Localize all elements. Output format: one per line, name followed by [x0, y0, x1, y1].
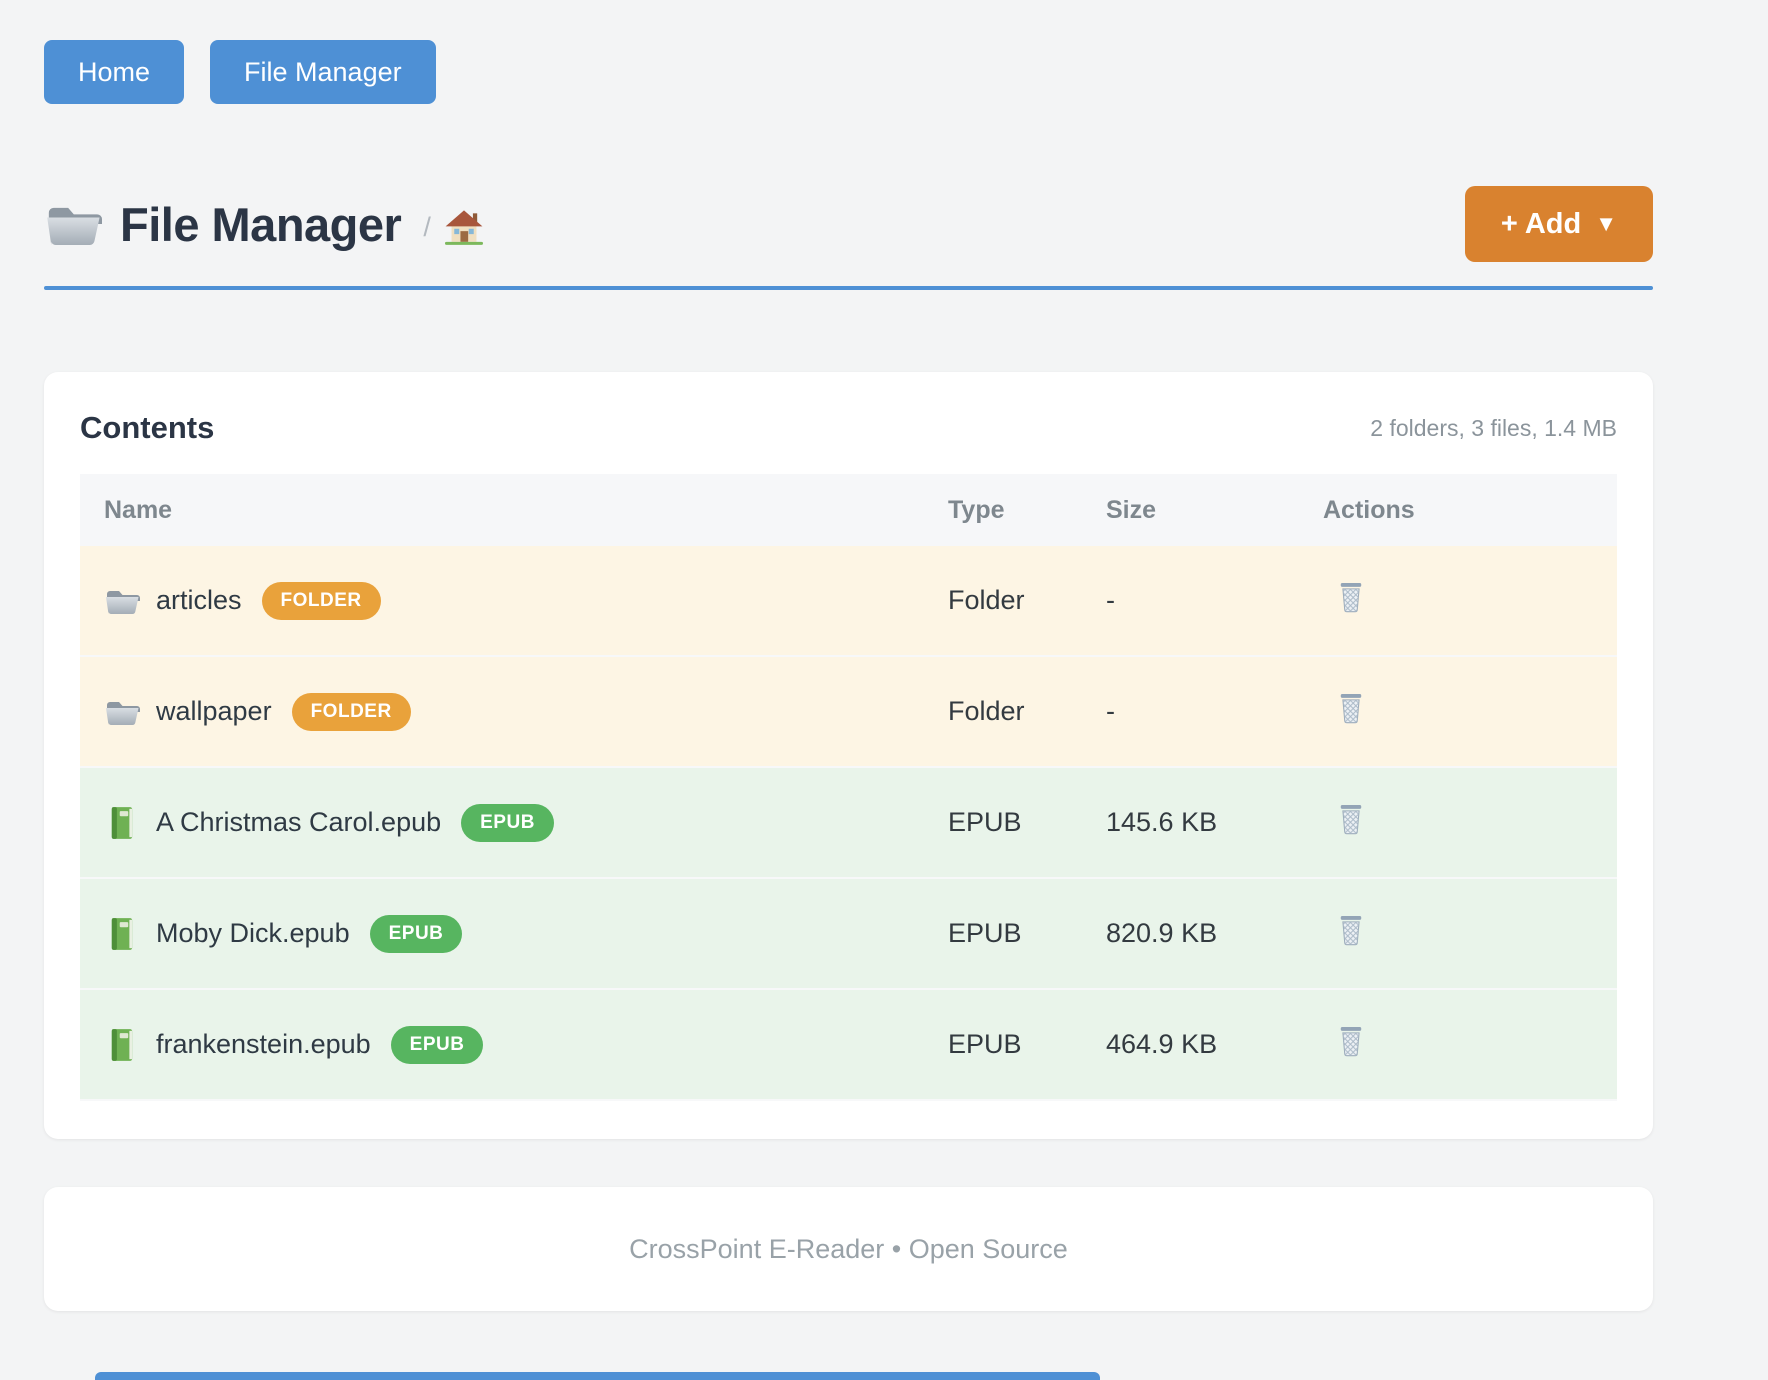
- column-header-actions: Actions: [1323, 495, 1415, 524]
- house-icon[interactable]: [444, 209, 483, 245]
- trash-icon: [1337, 803, 1365, 836]
- column-header-size: Size: [1106, 495, 1157, 524]
- trash-icon: [1337, 914, 1365, 947]
- file-table: Name Type Size Actions articles FOLDER Fol…: [80, 474, 1617, 1101]
- table-row[interactable]: Moby Dick.epub EPUB EPUB 820.9 KB: [80, 879, 1617, 990]
- type-badge: FOLDER: [261, 581, 381, 620]
- type-badge: FOLDER: [291, 692, 411, 731]
- trash-icon: [1337, 692, 1365, 725]
- file-size: -: [1106, 696, 1115, 726]
- file-name: articles: [156, 585, 242, 615]
- add-button[interactable]: + Add ▼: [1464, 186, 1653, 262]
- column-header-type: Type: [948, 495, 1005, 524]
- green-book-icon: [104, 917, 140, 951]
- header-divider: [44, 286, 1653, 290]
- table-header: Name Type Size Actions: [80, 474, 1617, 546]
- file-size: 464.9 KB: [1106, 1029, 1218, 1059]
- file-type: EPUB: [948, 807, 1022, 837]
- footer-text: CrossPoint E-Reader • Open Source: [629, 1233, 1068, 1264]
- green-book-icon: [104, 806, 140, 840]
- delete-button[interactable]: [1337, 692, 1365, 725]
- column-header-name: Name: [104, 495, 173, 524]
- file-name: Moby Dick.epub: [156, 918, 350, 948]
- page-header: File Manager / + Add ▼: [44, 186, 1653, 262]
- file-name: wallpaper: [156, 696, 272, 726]
- file-type: EPUB: [948, 1029, 1022, 1059]
- file-name: frankenstein.epub: [156, 1029, 371, 1059]
- table-body: articles FOLDER Folder - wallpaper FOLDER Fold…: [80, 546, 1617, 1101]
- delete-button[interactable]: [1337, 1025, 1365, 1058]
- breadcrumb-separator: /: [423, 211, 431, 242]
- file-size: 145.6 KB: [1106, 807, 1218, 837]
- top-nav: Home File Manager: [44, 0, 1653, 104]
- type-badge: EPUB: [369, 914, 463, 953]
- delete-button[interactable]: [1337, 914, 1365, 947]
- delete-button[interactable]: [1337, 803, 1365, 836]
- footer: CrossPoint E-Reader • Open Source: [44, 1187, 1653, 1311]
- add-button-label: + Add: [1500, 207, 1582, 240]
- table-row[interactable]: articles FOLDER Folder -: [80, 546, 1617, 657]
- page-container: Home File Manager File Manager / + Add ▼: [44, 0, 1653, 1311]
- caret-down-icon: ▼: [1595, 211, 1617, 236]
- bottom-partial-bar: [95, 1372, 1100, 1380]
- file-type: Folder: [948, 696, 1025, 726]
- contents-heading: Contents: [80, 410, 215, 445]
- folder-icon: [104, 584, 140, 618]
- table-row[interactable]: A Christmas Carol.epub EPUB EPUB 145.6 KB: [80, 768, 1617, 879]
- green-book-icon: [104, 1028, 140, 1062]
- trash-icon: [1337, 581, 1365, 614]
- type-badge: EPUB: [390, 1025, 484, 1064]
- folder-icon: [104, 695, 140, 729]
- delete-button[interactable]: [1337, 581, 1365, 614]
- contents-card: Contents 2 folders, 3 files, 1.4 MB Name…: [44, 372, 1653, 1139]
- file-manager-button[interactable]: File Manager: [210, 40, 436, 104]
- table-row[interactable]: frankenstein.epub EPUB EPUB 464.9 KB: [80, 990, 1617, 1101]
- page-title: File Manager: [120, 197, 402, 251]
- contents-summary: 2 folders, 3 files, 1.4 MB: [1370, 414, 1617, 441]
- file-type: EPUB: [948, 918, 1022, 948]
- file-name: A Christmas Carol.epub: [156, 807, 442, 837]
- file-size: 820.9 KB: [1106, 918, 1218, 948]
- folder-icon: [47, 207, 102, 245]
- trash-icon: [1337, 1025, 1365, 1058]
- file-type: Folder: [948, 585, 1025, 615]
- table-row[interactable]: wallpaper FOLDER Folder -: [80, 657, 1617, 768]
- file-size: -: [1106, 585, 1115, 615]
- type-badge: EPUB: [461, 803, 554, 842]
- home-button[interactable]: Home: [44, 40, 185, 104]
